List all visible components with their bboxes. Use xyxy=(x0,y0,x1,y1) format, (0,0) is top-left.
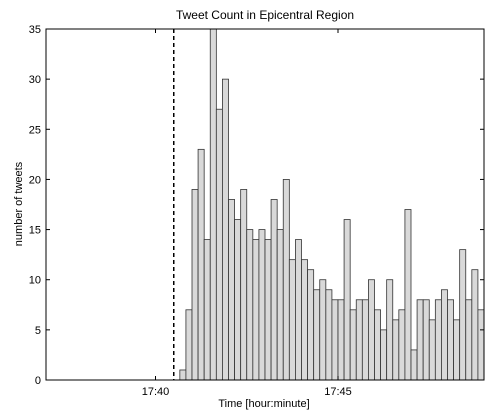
histogram-bar xyxy=(428,319,436,381)
histogram-bar xyxy=(434,299,442,381)
histogram-bar xyxy=(471,269,479,381)
histogram-bar xyxy=(295,239,302,381)
histogram-bar xyxy=(313,289,321,381)
histogram-bar xyxy=(404,209,412,381)
histogram-bar xyxy=(368,279,375,381)
histogram-bar xyxy=(374,309,381,381)
histogram-bar xyxy=(337,299,345,381)
histogram-bar xyxy=(179,369,187,381)
histogram-bar xyxy=(380,329,388,381)
histogram-bar xyxy=(398,309,406,381)
y-axis-ticks: 0 5 10 15 20 25 30 35 xyxy=(29,24,484,387)
histogram-bar xyxy=(288,259,296,381)
histogram-bar xyxy=(410,349,418,381)
histogram-bar xyxy=(282,179,290,381)
histogram-bar xyxy=(264,239,272,381)
histogram-bar xyxy=(209,28,217,381)
histogram-bar xyxy=(185,309,193,381)
histogram-bar xyxy=(319,279,327,381)
histogram-bar xyxy=(355,299,363,381)
x-axis-ticks: 17:40 17:45 xyxy=(142,29,352,398)
histogram-bar xyxy=(465,299,473,381)
y-tick-label: 0 xyxy=(35,375,41,387)
y-axis-label: number of tweets xyxy=(13,161,25,246)
histogram-bar xyxy=(416,299,424,381)
histogram-bar xyxy=(276,229,284,381)
histogram-bar xyxy=(215,108,223,381)
histogram-bar xyxy=(301,259,308,381)
histogram-bar xyxy=(392,319,400,381)
histogram-bar xyxy=(307,269,315,381)
histogram-bar xyxy=(422,299,430,381)
y-tick-label: 10 xyxy=(29,275,41,287)
histogram-bar xyxy=(349,309,357,381)
plot-frame xyxy=(45,28,485,381)
histogram-bar xyxy=(270,199,278,381)
histogram-bar xyxy=(240,189,248,381)
histogram-bar xyxy=(386,279,394,381)
histogram-bar xyxy=(477,309,485,381)
histogram-bar xyxy=(246,229,254,381)
histogram-bar xyxy=(331,299,339,381)
y-tick-label: 5 xyxy=(35,325,41,337)
bars-group xyxy=(179,28,485,381)
histogram-bar xyxy=(459,249,467,381)
y-tick-label: 35 xyxy=(29,24,41,36)
y-tick-label: 30 xyxy=(29,74,41,86)
histogram-bar xyxy=(228,199,235,381)
histogram-bar xyxy=(222,78,229,381)
histogram-bar xyxy=(203,239,211,381)
histogram-bar xyxy=(343,219,351,381)
chart-title: Tweet Count in Epicentral Region xyxy=(176,8,354,22)
histogram-bar xyxy=(361,299,369,381)
y-tick-label: 25 xyxy=(29,124,41,136)
histogram-bar xyxy=(258,229,266,381)
y-tick-label: 20 xyxy=(29,174,41,186)
y-tick-label: 15 xyxy=(29,225,41,237)
histogram-bar xyxy=(191,189,199,381)
histogram-bar xyxy=(447,299,454,381)
x-axis-label: Time [hour:minute] xyxy=(218,398,309,410)
histogram-bar xyxy=(234,219,242,381)
x-tick-label: 17:45 xyxy=(324,386,352,398)
histogram-bar xyxy=(453,319,461,381)
histogram-bar xyxy=(252,239,260,381)
histogram-bar xyxy=(325,289,333,381)
x-tick-label: 17:40 xyxy=(142,386,170,398)
histogram-bar xyxy=(441,289,448,381)
histogram-bar xyxy=(197,148,205,381)
